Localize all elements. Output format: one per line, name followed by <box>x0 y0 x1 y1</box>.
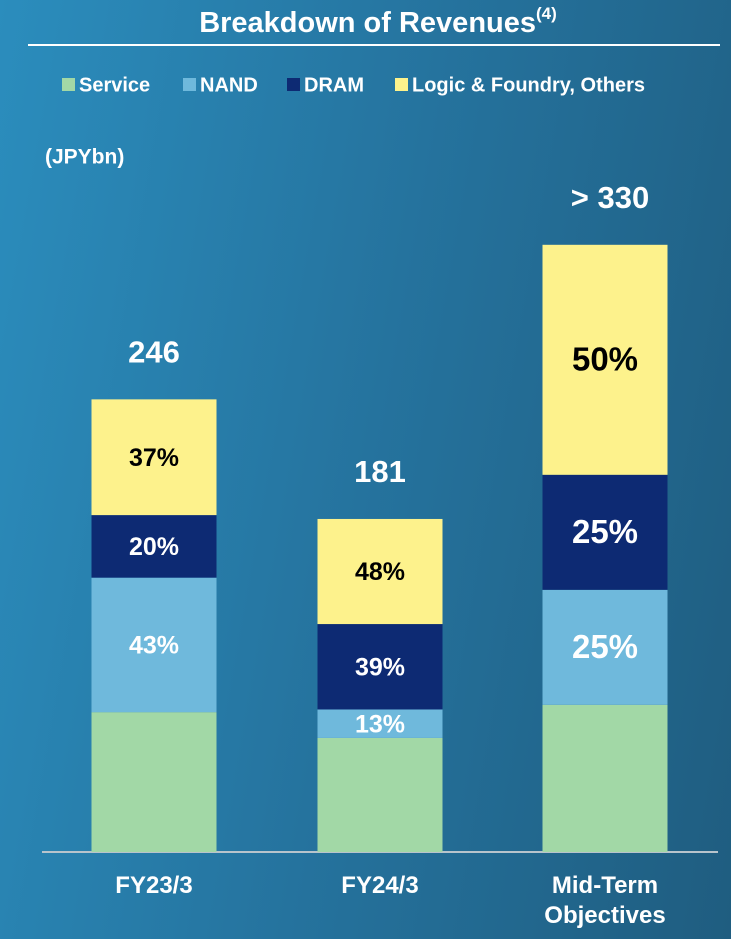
bar-segment <box>317 737 443 852</box>
x-tick-label: FY24/3 <box>341 872 419 899</box>
segment-label: 43% <box>129 632 179 660</box>
total-label: > 330 <box>571 180 649 215</box>
segment-label: 48% <box>355 558 405 586</box>
bar-segment <box>542 474 668 590</box>
segment-label: 25% <box>572 628 638 665</box>
segment-label: 25% <box>572 513 638 550</box>
segment-label: 13% <box>355 710 405 738</box>
segment-label: 20% <box>129 533 179 561</box>
legend-swatch <box>287 78 300 91</box>
bar-segment <box>542 244 668 475</box>
chart-title: Breakdown of Revenues(4) <box>199 4 557 38</box>
bar-segment <box>317 624 443 710</box>
bar-segment <box>91 399 217 516</box>
total-label: 246 <box>128 335 180 370</box>
segment-label: 37% <box>129 444 179 472</box>
legend-label: Logic & Foundry, Others <box>412 74 645 96</box>
total-label: 181 <box>354 454 406 489</box>
unit-label: (JPYbn) <box>45 146 124 169</box>
segment-label: 39% <box>355 653 405 681</box>
bar-segment <box>91 577 217 713</box>
bar-segment <box>91 712 217 852</box>
legend-label: DRAM <box>304 74 364 96</box>
bar-segment <box>542 589 668 705</box>
x-tick-label: FY23/3 <box>115 872 193 899</box>
legend-swatch <box>395 78 408 91</box>
legend-label: NAND <box>200 74 258 96</box>
title-note: (4) <box>536 4 557 23</box>
x-tick-label: Mid-Term Objectives <box>544 872 666 929</box>
bar-segment <box>317 709 443 738</box>
legend-label: Service <box>79 74 150 96</box>
legend-swatch <box>183 78 196 91</box>
title-text: Breakdown of Revenues <box>199 7 536 39</box>
bar-segment <box>317 518 443 625</box>
legend-swatch <box>62 78 75 91</box>
bar-segment <box>542 704 668 852</box>
segment-label: 50% <box>572 341 638 378</box>
bar-segment <box>91 515 217 578</box>
